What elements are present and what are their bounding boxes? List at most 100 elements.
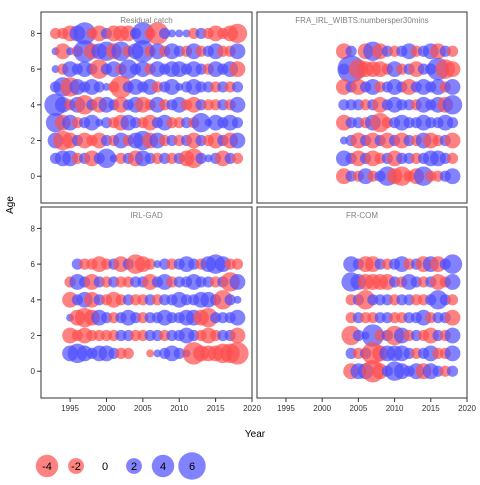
- residual-bubble: [146, 349, 155, 358]
- residual-bubble: [175, 83, 184, 91]
- panels: Residual catch 0 2 4 6 8 FRA_IRL_WIBTS:numbers…: [31, 11, 476, 413]
- residual-bubble: [345, 45, 357, 57]
- residual-bubble: [93, 81, 105, 93]
- residual-bubble: [444, 345, 461, 362]
- y-tick-label: 0: [31, 172, 36, 181]
- legend-label: -2: [71, 461, 81, 473]
- x-tick-label: 2000: [313, 404, 331, 413]
- residual-bubble: [444, 168, 461, 185]
- panel-title: IRL-GAD: [130, 211, 163, 220]
- residual-bubble: [442, 95, 463, 115]
- residual-bubble: [229, 327, 246, 344]
- residual-bubble: [229, 43, 246, 60]
- legend-label: 6: [189, 461, 195, 473]
- residual-bubble: [446, 117, 459, 129]
- legend: -4 -2 0 2 4 6: [35, 452, 206, 480]
- residual-bubble: [144, 258, 156, 270]
- x-tick-label: 2005: [349, 404, 367, 413]
- panel-frame: [40, 206, 253, 399]
- residual-bubble: [173, 347, 185, 359]
- panel-frame: [256, 11, 468, 204]
- residual-bubble: [361, 324, 385, 347]
- residual-bubble: [229, 61, 246, 78]
- residual-bubble: [444, 327, 461, 344]
- panel-frame: [256, 206, 468, 399]
- residual-bubble: [51, 65, 60, 74]
- y-tick-label: 4: [31, 101, 36, 110]
- residual-bubble: [446, 365, 459, 377]
- panel: FR-COM 1995 2000 2005 2010 2015 2020: [256, 206, 476, 413]
- x-tick-label: 2015: [422, 404, 440, 413]
- residual-bubble: [66, 47, 75, 56]
- residual-bubble: [231, 152, 244, 164]
- x-tick-label: 2015: [207, 404, 225, 413]
- residual-bubble: [229, 132, 246, 149]
- panel-frame: [40, 11, 253, 204]
- legend-bubble: [35, 454, 59, 478]
- residual-bubble: [153, 260, 162, 269]
- y-tick-label: 2: [31, 137, 36, 146]
- residual-bubble: [446, 45, 459, 57]
- legend-bubble: [151, 454, 175, 478]
- residual-bubble: [444, 79, 461, 95]
- residual-bubble: [168, 29, 176, 38]
- y-tick-label: 0: [31, 367, 36, 376]
- x-tick-label: 2020: [458, 404, 476, 413]
- legend-label: -4: [42, 461, 52, 473]
- legend-label: 2: [131, 461, 137, 473]
- y-tick-label: 8: [31, 29, 36, 38]
- residual-bubble: [233, 295, 242, 304]
- legend-label: 0: [102, 461, 108, 473]
- residual-bubble: [109, 75, 133, 99]
- residual-bubble: [446, 294, 459, 306]
- residual-bubble: [442, 254, 463, 274]
- residual-bubble: [229, 274, 246, 290]
- residual-bubble: [231, 81, 244, 93]
- x-tick-label: 2000: [98, 404, 116, 413]
- legend-bubble: [178, 452, 206, 480]
- residual-bubble: [227, 23, 248, 44]
- residual-bubble: [226, 342, 249, 365]
- legend-bubble: [126, 458, 142, 474]
- y-tick-label: 4: [31, 296, 36, 305]
- panel-title: FRA_IRL_WIBTS:numbersper30mins: [295, 16, 428, 25]
- residual-bubble: [231, 117, 244, 129]
- residual-bubble: [153, 349, 162, 358]
- panel-title: FR-COM: [346, 211, 378, 220]
- panel: Residual catch 0 2 4 6 8: [31, 11, 253, 204]
- residual-bubble: [204, 154, 213, 163]
- residual-bubble: [109, 154, 118, 163]
- residual-bubble: [95, 118, 104, 127]
- y-tick-label: 6: [31, 65, 36, 74]
- x-tick-label: 2005: [134, 404, 152, 413]
- x-tick-label: 2010: [170, 404, 188, 413]
- residual-bubble: [146, 22, 169, 45]
- residual-bubble: [444, 274, 461, 290]
- residual-bubble: [102, 83, 111, 91]
- x-tick-label: 2020: [243, 404, 261, 413]
- residual-bubble: [84, 114, 100, 131]
- x-tick-label: 1995: [277, 404, 295, 413]
- panel: IRL-GAD 0 2 4 6 8 1995 2000 2005 2010 2015 2020: [31, 206, 261, 413]
- y-tick-label: 6: [31, 260, 36, 269]
- residual-bubble: [224, 294, 236, 306]
- panel-title: Residual catch: [120, 16, 172, 25]
- legend-bubble: [68, 458, 84, 474]
- residual-bubble: [231, 258, 244, 270]
- y-axis-title: Age: [5, 196, 16, 214]
- residual-bubble: [229, 309, 246, 326]
- y-tick-label: 2: [31, 332, 36, 341]
- residual-bubble: [159, 27, 171, 40]
- x-tick-label: 1995: [61, 404, 79, 413]
- residual-bubble: [164, 79, 180, 95]
- x-tick-label: 2010: [386, 404, 404, 413]
- x-axis-title: Year: [245, 429, 266, 440]
- residual-bubble: [352, 329, 364, 342]
- residual-bubble: [54, 43, 71, 60]
- y-tick-label: 8: [31, 224, 36, 233]
- residual-bubble: [191, 112, 211, 133]
- residual-bubble: [339, 136, 348, 145]
- residual-bubble: [175, 29, 184, 38]
